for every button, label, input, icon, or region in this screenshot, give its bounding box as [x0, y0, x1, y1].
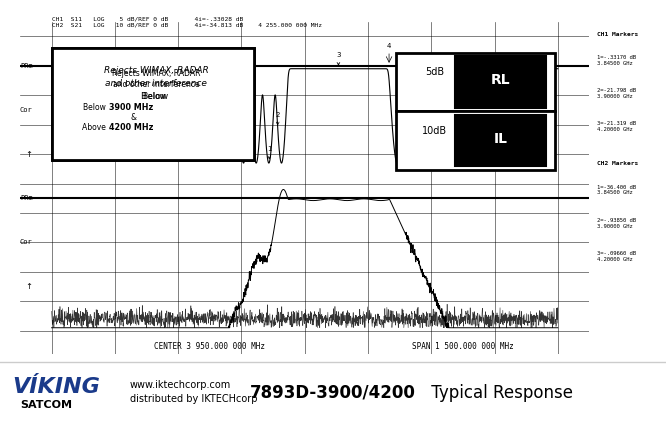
FancyBboxPatch shape [51, 48, 254, 160]
Text: 1=-36.400 dB
3.84500 GHz: 1=-36.400 dB 3.84500 GHz [597, 184, 636, 195]
Text: Below: Below [143, 92, 168, 101]
Text: 2=-21.798 dB
3.90000 GHz: 2=-21.798 dB 3.90000 GHz [597, 88, 636, 99]
Text: 4: 4 [387, 43, 391, 49]
Text: Cor: Cor [20, 239, 33, 245]
Text: 1=-.33170 dB
3.84500 GHz: 1=-.33170 dB 3.84500 GHz [597, 55, 636, 66]
Text: Rejects WIMAX, RADAR: Rejects WIMAX, RADAR [112, 69, 200, 78]
Text: 3900 MHz: 3900 MHz [150, 110, 199, 119]
Text: CH2 Markers: CH2 Markers [597, 161, 638, 166]
Text: 7893D-3900/4200: 7893D-3900/4200 [250, 384, 416, 402]
Text: Above: Above [83, 123, 109, 132]
Text: 3: 3 [336, 52, 341, 65]
Text: ↑: ↑ [25, 149, 33, 159]
Text: 3=-21.319 dB
4.20000 GHz: 3=-21.319 dB 4.20000 GHz [597, 121, 636, 132]
Text: 2=-.93850 dB
3.90000 GHz: 2=-.93850 dB 3.90000 GHz [597, 218, 636, 229]
Text: 2: 2 [276, 111, 280, 125]
Text: &: & [131, 114, 137, 122]
Text: RL: RL [491, 73, 511, 87]
Text: and other interference: and other interference [105, 79, 207, 88]
FancyBboxPatch shape [51, 48, 254, 160]
Text: SPAN 1 500.000 000 MHz: SPAN 1 500.000 000 MHz [412, 343, 513, 352]
Text: CH1 Markers: CH1 Markers [597, 32, 638, 37]
Text: 10dB: 10dB [422, 126, 447, 136]
Text: Typical Response: Typical Response [426, 384, 573, 402]
Text: and other interference: and other interference [113, 80, 199, 89]
FancyBboxPatch shape [396, 53, 555, 111]
Text: distributed by IKTECHcorp: distributed by IKTECHcorp [130, 394, 258, 404]
Text: 4200 MHz: 4200 MHz [150, 120, 199, 129]
Text: 150MHz: 150MHz [462, 159, 490, 164]
Text: 3900 MHz: 3900 MHz [109, 103, 153, 112]
Text: 150MHz: 150MHz [462, 99, 490, 105]
Text: 3=-.09660 dB
4.20000 GHz: 3=-.09660 dB 4.20000 GHz [597, 251, 636, 262]
Text: CH1  S11   LOG    5 dB/REF 0 dB       4i=-.33028 dB
CH2  S21   LOG   10 dB/REF 0: CH1 S11 LOG 5 dB/REF 0 dB 4i=-.33028 dB … [51, 17, 322, 28]
Text: SATCOM: SATCOM [20, 400, 72, 410]
Text: PRm: PRm [20, 63, 33, 69]
Text: 1: 1 [267, 146, 272, 159]
Text: PRm: PRm [20, 195, 33, 201]
Text: CENTER 3 950.000 000 MHz: CENTER 3 950.000 000 MHz [155, 343, 265, 352]
FancyBboxPatch shape [456, 115, 546, 166]
Text: Rejects WIMAX, RADAR
and other interference
Below: Rejects WIMAX, RADAR and other interfere… [98, 89, 202, 119]
Text: Cor: Cor [20, 107, 33, 113]
Text: 4200 MHz: 4200 MHz [109, 123, 153, 132]
Text: Below: Below [141, 92, 171, 101]
Text: IL: IL [494, 132, 508, 146]
FancyBboxPatch shape [456, 56, 546, 108]
Text: Above: Above [119, 120, 150, 129]
FancyBboxPatch shape [396, 111, 555, 170]
Text: Below: Below [83, 103, 109, 112]
Text: www.iktechcorp.com: www.iktechcorp.com [130, 380, 231, 390]
Text: Rejects WIMAX, RADAR: Rejects WIMAX, RADAR [104, 66, 208, 75]
Text: Below: Below [120, 110, 150, 119]
Text: 5dB: 5dB [425, 67, 444, 77]
Text: VÍKING: VÍKING [12, 377, 100, 397]
Text: ↑: ↑ [25, 282, 33, 291]
